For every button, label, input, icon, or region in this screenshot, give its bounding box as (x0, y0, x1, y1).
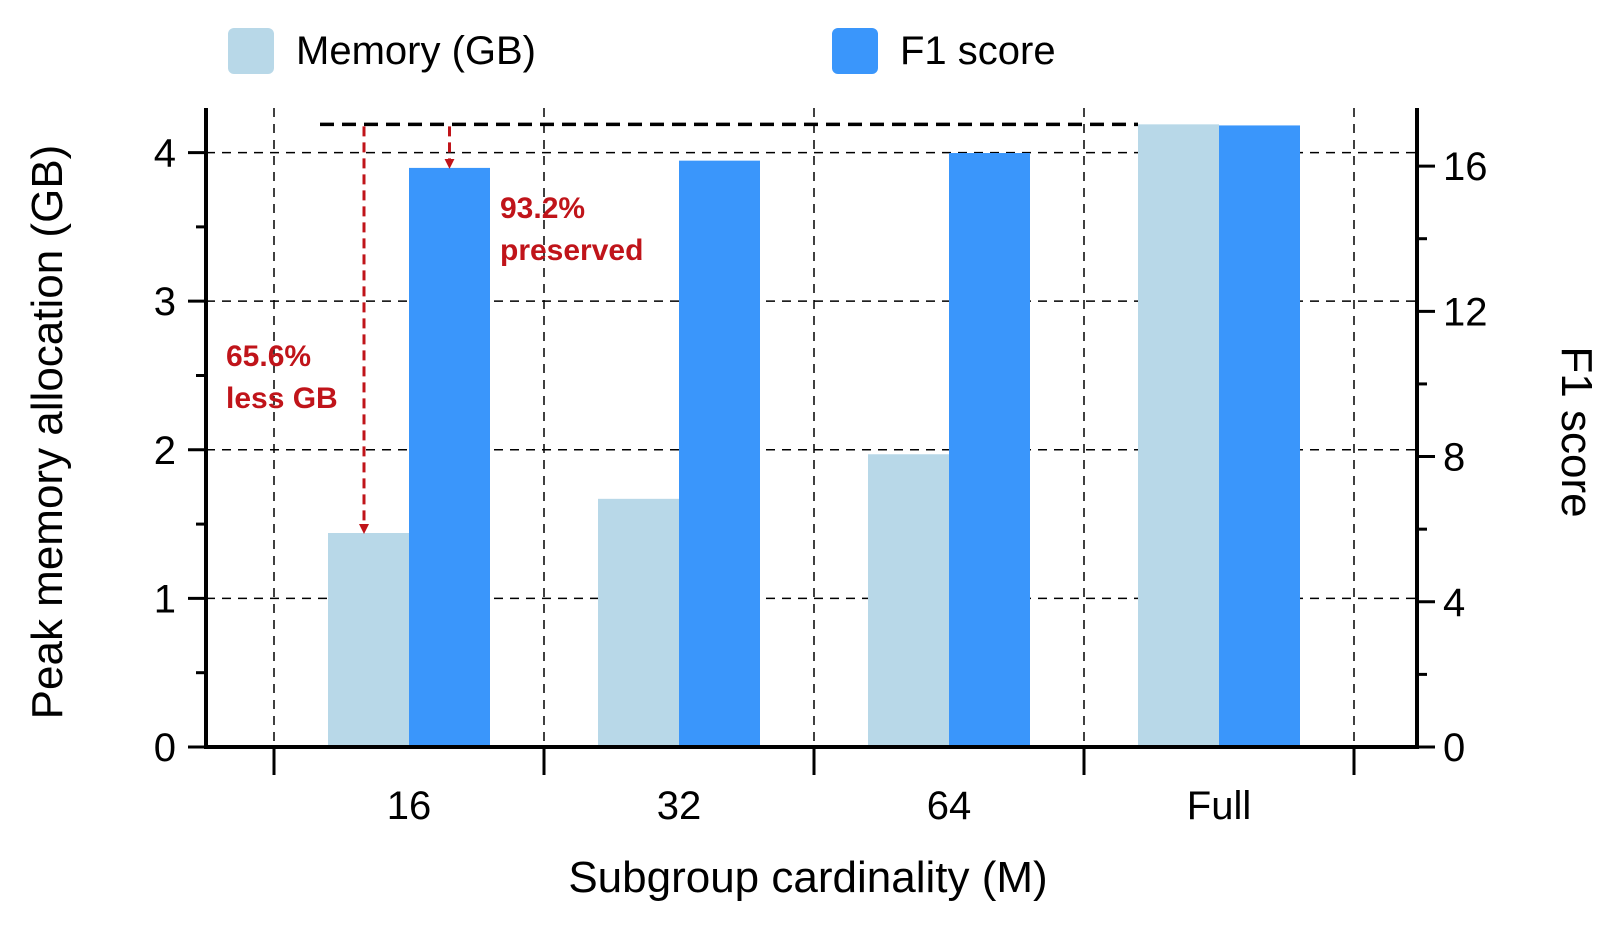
annotation-preserved-line2: preserved (500, 234, 643, 267)
bar-memory-16 (328, 533, 409, 747)
bar-f1-Full (1219, 125, 1300, 748)
legend: Memory (GB) F1 score (228, 28, 1056, 74)
y2-tick-label-16: 16 (1443, 145, 1488, 189)
annotation-less-gb-line1: 65.6% (226, 340, 311, 373)
x-tick-label-Full: Full (1187, 784, 1251, 828)
legend-label-f1: F1 score (900, 29, 1056, 73)
bar-memory-32 (598, 498, 679, 747)
legend-swatch-f1 (832, 28, 878, 74)
y-tick-label-0: 0 (154, 726, 176, 770)
legend-swatch-memory (228, 28, 274, 74)
bar-memory-64 (868, 454, 949, 747)
y-tick-label-1: 1 (154, 577, 176, 621)
x-axis-title: Subgroup cardinality (M) (568, 853, 1047, 902)
y-tick-label-2: 2 (154, 429, 176, 473)
y2-tick-label-4: 4 (1443, 581, 1465, 625)
y2-tick-label-8: 8 (1443, 436, 1465, 480)
y2-axis-title: F1 score (1552, 346, 1601, 517)
y-tick-label-3: 3 (154, 280, 176, 324)
x-tick-label-16: 16 (387, 784, 432, 828)
bar-f1-32 (679, 160, 760, 747)
annotations (320, 122, 1138, 535)
y2-tick-label-12: 12 (1443, 290, 1488, 334)
y-axis-title: Peak memory allocation (GB) (23, 145, 72, 720)
bar-f1-16 (409, 167, 490, 747)
bars (328, 124, 1300, 748)
bar-f1-64 (949, 153, 1030, 748)
y-tick-label-4: 4 (154, 132, 176, 176)
legend-label-memory: Memory (GB) (296, 29, 536, 73)
y2-tick-label-0: 0 (1443, 726, 1465, 770)
x-tick-label-64: 64 (927, 784, 972, 828)
annotation-preserved-line1: 93.2% (500, 192, 585, 225)
x-tick-label-32: 32 (657, 784, 702, 828)
annotation-less-gb-line2: less GB (226, 382, 338, 415)
bar-memory-Full (1138, 124, 1219, 748)
